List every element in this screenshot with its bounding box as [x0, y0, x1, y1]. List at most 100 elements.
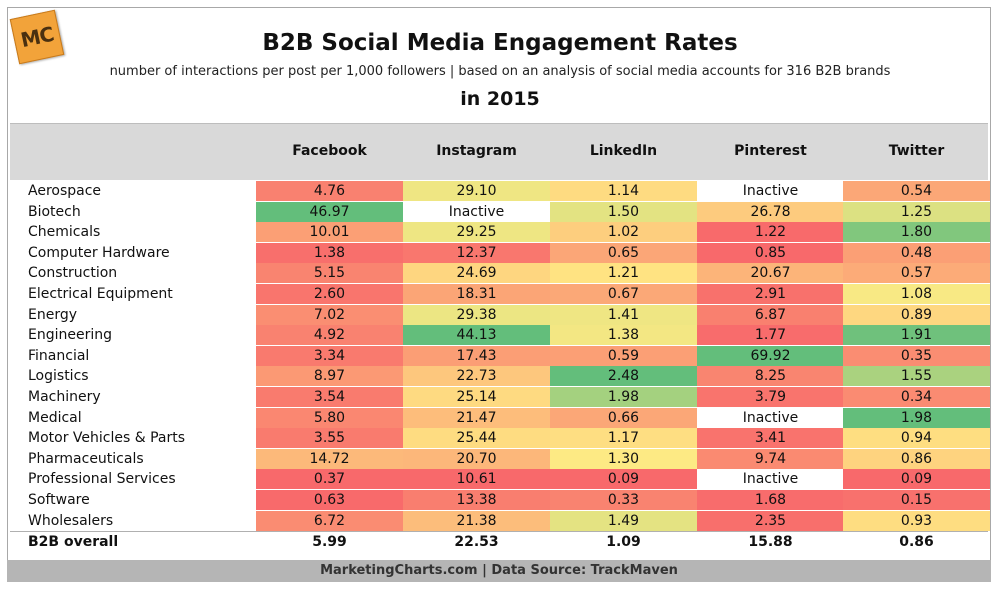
heatmap-cell-twitter: 1.55 [843, 366, 990, 387]
heatmap-cell-linkedin: 1.50 [550, 201, 697, 222]
column-header-band [10, 123, 988, 180]
row-label: Electrical Equipment [28, 286, 173, 302]
heatmap-cell-pinterest: 1.22 [697, 222, 844, 243]
row-label: Machinery [28, 389, 101, 405]
heatmap-cell-linkedin: 1.30 [550, 448, 697, 469]
heatmap-cell-facebook: 0.63 [256, 490, 403, 510]
heatmap-cell-facebook: 4.76 [256, 181, 403, 201]
heatmap-cell-twitter: 1.08 [843, 284, 990, 304]
heatmap-cell-facebook: 0.37 [256, 469, 403, 490]
heatmap-cell-linkedin: 0.09 [550, 469, 697, 490]
heatmap-cell-pinterest: 6.87 [697, 304, 844, 325]
overall-divider [10, 531, 988, 532]
heatmap-cell-facebook: 2.60 [256, 284, 403, 304]
heatmap-cell-pinterest: 3.41 [697, 428, 844, 449]
heatmap-cell-instagram: Inactive [403, 201, 550, 222]
heatmap-cell-linkedin: 2.48 [550, 366, 697, 387]
row-label: Wholesalers [28, 512, 114, 529]
heatmap-cell-twitter: 0.86 [843, 448, 990, 469]
heatmap-cell-instagram: 20.70 [403, 448, 550, 469]
column-header-twitter: Twitter [888, 143, 945, 159]
row-label: Software [28, 492, 90, 508]
heatmap-cell-pinterest: 69.92 [697, 345, 844, 366]
heatmap-cell-pinterest: 1.77 [697, 325, 844, 346]
heatmap-cell-linkedin: 0.65 [550, 242, 697, 263]
heatmap-cell-pinterest: 20.67 [697, 263, 844, 284]
heatmap-cell-instagram: 24.69 [403, 263, 550, 284]
heatmap-cell-facebook: 46.97 [256, 201, 403, 222]
overall-cell-instagram: 22.53 [403, 532, 550, 553]
source-footer: MarketingCharts.com | Data Source: Track… [7, 560, 991, 582]
row-label: Construction [28, 265, 118, 282]
column-header-instagram: Instagram [436, 143, 517, 159]
heatmap-cell-linkedin: 1.02 [550, 222, 697, 243]
overall-row-label: B2B overall [28, 534, 119, 551]
overall-cell-pinterest: 15.88 [697, 532, 844, 553]
heatmap-cell-twitter: 0.94 [843, 428, 990, 449]
heatmap-cell-twitter: 0.54 [843, 181, 990, 201]
heatmap-cell-instagram: 21.47 [403, 407, 550, 428]
heatmap-cell-instagram: 25.44 [403, 428, 550, 449]
heatmap-cell-twitter: 1.80 [843, 222, 990, 243]
heatmap-cell-instagram: 21.38 [403, 510, 550, 531]
heatmap-cell-twitter: 0.35 [843, 345, 990, 366]
row-label: Energy [28, 306, 78, 323]
row-label: Engineering [28, 327, 112, 344]
heatmap-cell-twitter: 0.89 [843, 304, 990, 325]
heatmap-cell-pinterest: 3.79 [697, 387, 844, 407]
heatmap-cell-instagram: 29.25 [403, 222, 550, 243]
heatmap-cell-twitter: 1.98 [843, 407, 990, 428]
heatmap-cell-facebook: 5.80 [256, 407, 403, 428]
heatmap-cell-facebook: 1.38 [256, 242, 403, 263]
chart-title: B2B Social Media Engagement Rates [262, 30, 738, 56]
heatmap-cell-pinterest: 9.74 [697, 448, 844, 469]
heatmap-cell-twitter: 0.57 [843, 263, 990, 284]
heatmap-cell-pinterest: 2.91 [697, 284, 844, 304]
row-label: Chemicals [28, 224, 101, 241]
heatmap-cell-linkedin: 1.41 [550, 304, 697, 325]
heatmap-cell-linkedin: 1.17 [550, 428, 697, 449]
heatmap-cell-linkedin: 0.67 [550, 284, 697, 304]
heatmap-cell-instagram: 29.10 [403, 181, 550, 201]
column-header-linkedin: LinkedIn [589, 143, 658, 159]
overall-cell-twitter: 0.86 [843, 532, 990, 553]
row-label: Financial [28, 347, 90, 364]
heatmap-cell-instagram: 29.38 [403, 304, 550, 325]
heatmap-cell-facebook: 3.55 [256, 428, 403, 449]
heatmap-cell-instagram: 12.37 [403, 242, 550, 263]
heatmap-cell-twitter: 1.25 [843, 201, 990, 222]
heatmap-cell-linkedin: 0.33 [550, 490, 697, 510]
heatmap-cell-instagram: 44.13 [403, 325, 550, 346]
chart-subtitle: number of interactions per post per 1,00… [109, 64, 891, 79]
heatmap-cell-linkedin: 1.21 [550, 263, 697, 284]
heatmap-cell-pinterest: 26.78 [697, 201, 844, 222]
heatmap-cell-instagram: 13.38 [403, 490, 550, 510]
row-label: Pharmaceuticals [28, 450, 144, 467]
row-label: Professional Services [28, 471, 176, 488]
heatmap-cell-linkedin: 0.66 [550, 407, 697, 428]
heatmap-cell-twitter: 0.34 [843, 387, 990, 407]
heatmap-cell-twitter: 0.09 [843, 469, 990, 490]
heatmap-cell-instagram: 10.61 [403, 469, 550, 490]
heatmap-cell-linkedin: 0.59 [550, 345, 697, 366]
heatmap-cell-pinterest: 0.85 [697, 242, 844, 263]
heatmap-cell-facebook: 7.02 [256, 304, 403, 325]
heatmap-cell-pinterest: 2.35 [697, 510, 844, 531]
heatmap-cell-linkedin: 1.38 [550, 325, 697, 346]
heatmap-cell-linkedin: 1.49 [550, 510, 697, 531]
heatmap-cell-facebook: 3.34 [256, 345, 403, 366]
chart-year-label: in 2015 [460, 88, 540, 110]
heatmap-cell-facebook: 8.97 [256, 366, 403, 387]
heatmap-cell-instagram: 18.31 [403, 284, 550, 304]
heatmap-cell-pinterest: Inactive [697, 407, 844, 428]
heatmap-cell-pinterest: 8.25 [697, 366, 844, 387]
heatmap-cell-pinterest: Inactive [697, 469, 844, 490]
heatmap-cell-linkedin: 1.14 [550, 181, 697, 201]
column-header-pinterest: Pinterest [734, 143, 807, 159]
overall-cell-linkedin: 1.09 [550, 532, 697, 553]
heatmap-cell-facebook: 3.54 [256, 387, 403, 407]
heatmap-cell-facebook: 4.92 [256, 325, 403, 346]
heatmap-cell-linkedin: 1.98 [550, 387, 697, 407]
row-label: Aerospace [28, 183, 102, 199]
heatmap-cell-twitter: 0.93 [843, 510, 990, 531]
